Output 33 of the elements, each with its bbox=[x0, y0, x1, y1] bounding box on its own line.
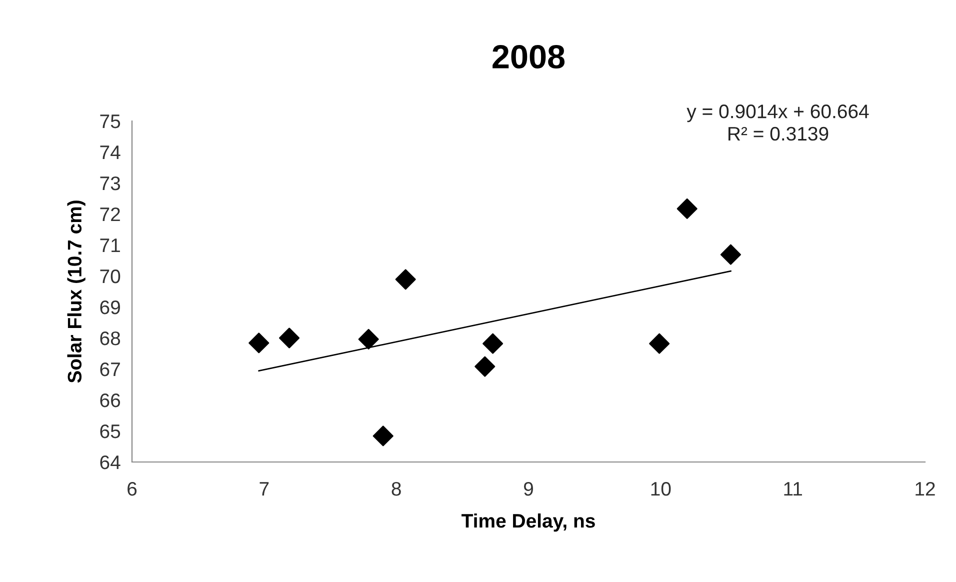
annotation: y = 0.9014x + 60.664 R² = 0.3139 bbox=[686, 104, 869, 141]
y-tick-label: 74 bbox=[100, 146, 120, 160]
y-tick-label: 64 bbox=[100, 455, 120, 470]
x-tick-label: 7 bbox=[260, 482, 269, 496]
point bbox=[474, 356, 496, 377]
y-tick-label: 75 bbox=[100, 114, 120, 128]
y-tick-label: 67 bbox=[100, 362, 120, 376]
point bbox=[649, 333, 670, 354]
point bbox=[720, 244, 741, 265]
x-tick-label: 8 bbox=[392, 482, 401, 496]
x-tick-label: 10 bbox=[651, 482, 671, 496]
y-tick-label: 73 bbox=[100, 176, 120, 190]
point bbox=[676, 198, 698, 219]
y-axis-title: Solar Flux (10.7 cm) bbox=[67, 200, 86, 383]
x-tick-label: 9 bbox=[524, 482, 533, 496]
x-axis-title: Time Delay, ns bbox=[462, 513, 595, 532]
y-tick-label: 66 bbox=[100, 393, 120, 408]
point bbox=[482, 333, 504, 354]
y-tick-label: 72 bbox=[100, 207, 120, 222]
chart-title: 2008 bbox=[492, 44, 565, 69]
y-tick-label: 68 bbox=[100, 331, 120, 346]
point bbox=[395, 269, 416, 290]
x-tick-label: 11 bbox=[784, 482, 802, 496]
x-tick-label: 12 bbox=[916, 482, 935, 496]
y-tick-label: 65 bbox=[100, 424, 120, 438]
point bbox=[248, 332, 270, 354]
point bbox=[358, 328, 379, 350]
y-tick-label: 69 bbox=[100, 300, 120, 314]
y-tick-label: 71 bbox=[100, 238, 120, 252]
point bbox=[372, 426, 394, 446]
x-tick-label: 6 bbox=[128, 482, 137, 496]
y-tick-label: 70 bbox=[100, 269, 120, 284]
point bbox=[279, 328, 300, 348]
